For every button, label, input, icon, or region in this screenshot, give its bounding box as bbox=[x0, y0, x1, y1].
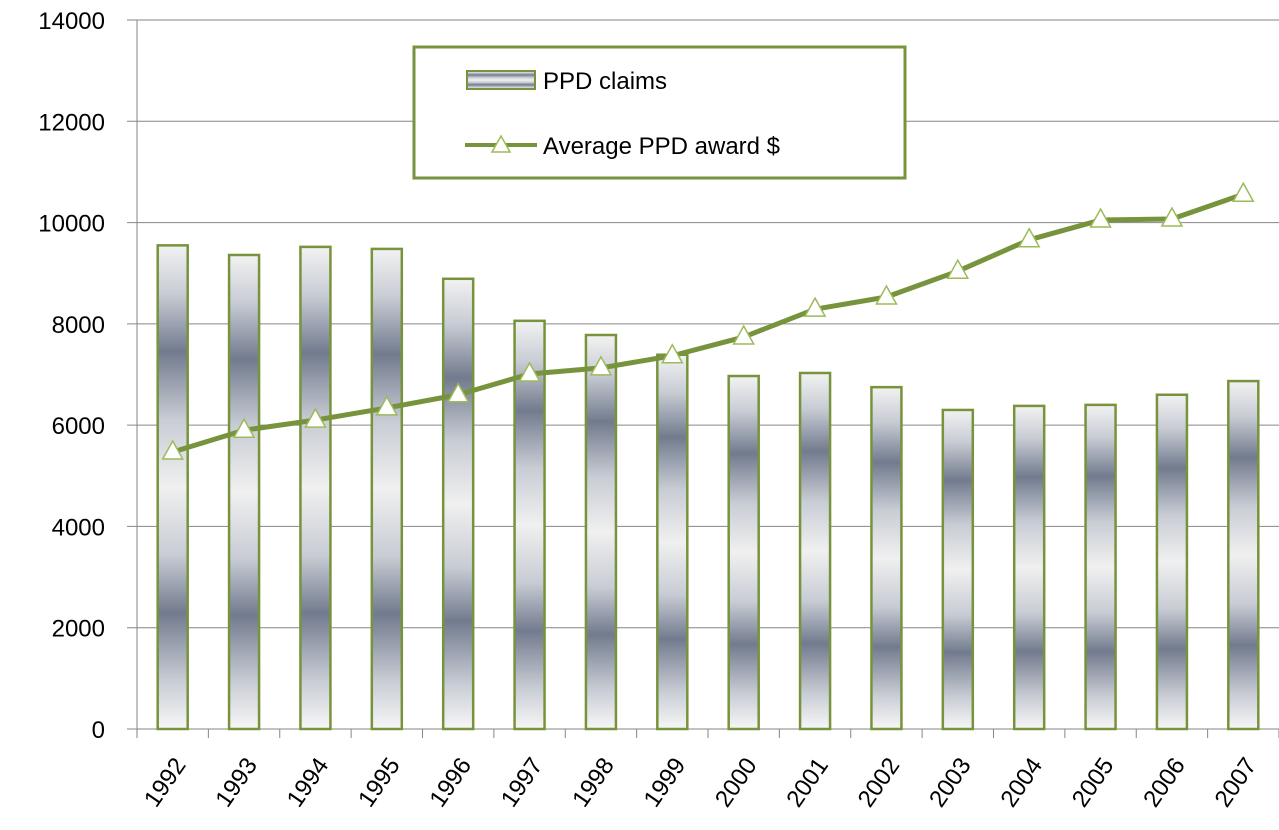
legend: PPD claims Average PPD award $ bbox=[412, 45, 907, 180]
bar bbox=[299, 245, 332, 731]
x-tick-label: 1994 bbox=[282, 753, 335, 812]
bar bbox=[798, 371, 832, 731]
legend-marker bbox=[490, 134, 512, 153]
line-marker bbox=[1017, 227, 1041, 248]
bar bbox=[441, 277, 475, 731]
line-marker bbox=[304, 407, 327, 428]
x-tick-label: 2004 bbox=[995, 753, 1048, 812]
y-tick-label: 4000 bbox=[52, 514, 105, 541]
line-marker bbox=[589, 355, 613, 376]
x-tick-label: 2001 bbox=[781, 753, 834, 812]
line-marker bbox=[732, 324, 755, 345]
bar bbox=[656, 353, 689, 731]
line-marker bbox=[1089, 207, 1112, 228]
x-tick-label: 1998 bbox=[567, 753, 620, 812]
line-marker bbox=[375, 395, 399, 416]
line-marker bbox=[1232, 181, 1255, 202]
legend-label: PPD claims bbox=[543, 68, 667, 95]
x-tick-label: 1992 bbox=[139, 753, 192, 812]
line-marker bbox=[1160, 206, 1184, 227]
y-tick-label: 8000 bbox=[52, 312, 105, 339]
legend-box bbox=[412, 45, 907, 180]
x-tick-label: 2005 bbox=[1067, 753, 1120, 812]
y-tick-label: 2000 bbox=[52, 616, 105, 643]
line-marker bbox=[446, 382, 470, 403]
bar bbox=[227, 253, 261, 731]
x-tick-label: 1993 bbox=[210, 753, 263, 812]
bars bbox=[156, 244, 1260, 731]
bar bbox=[1084, 403, 1117, 731]
lines bbox=[161, 181, 1255, 460]
x-tick-label: 1995 bbox=[353, 753, 406, 812]
y-tick-label: 12000 bbox=[38, 109, 105, 136]
bar bbox=[1227, 379, 1260, 731]
bar bbox=[513, 319, 546, 731]
line-marker bbox=[232, 417, 256, 438]
y-tick-label: 6000 bbox=[52, 413, 105, 440]
bar bbox=[156, 244, 189, 731]
line-marker bbox=[661, 343, 684, 364]
x-tick-label: 2007 bbox=[1209, 753, 1262, 812]
legend-label: Average PPD award $ bbox=[543, 133, 780, 160]
bar bbox=[941, 408, 975, 731]
bar bbox=[1012, 404, 1046, 731]
bar bbox=[1155, 393, 1189, 731]
y-tick-label: 0 bbox=[92, 717, 105, 744]
bar bbox=[727, 374, 760, 731]
x-tick-label: 2006 bbox=[1138, 753, 1191, 812]
legend-bar-swatch bbox=[466, 70, 536, 90]
x-tick-label: 1997 bbox=[496, 753, 549, 812]
line-marker bbox=[518, 361, 541, 382]
line bbox=[171, 191, 1245, 455]
line-marker bbox=[803, 296, 827, 317]
x-tick-label: 2003 bbox=[924, 753, 977, 812]
y-tick-label: 14000 bbox=[38, 8, 105, 35]
x-tick-label: 2000 bbox=[710, 753, 763, 812]
x-tick-label: 1996 bbox=[424, 753, 477, 812]
y-tick-label: 10000 bbox=[38, 211, 105, 238]
bar bbox=[584, 333, 618, 731]
line-marker bbox=[946, 258, 970, 279]
x-tick-label: 1999 bbox=[638, 753, 691, 812]
x-tick-label: 2002 bbox=[853, 753, 906, 812]
bar bbox=[370, 247, 404, 731]
bar bbox=[870, 385, 903, 731]
line-marker bbox=[875, 284, 898, 305]
line-marker bbox=[161, 439, 184, 460]
